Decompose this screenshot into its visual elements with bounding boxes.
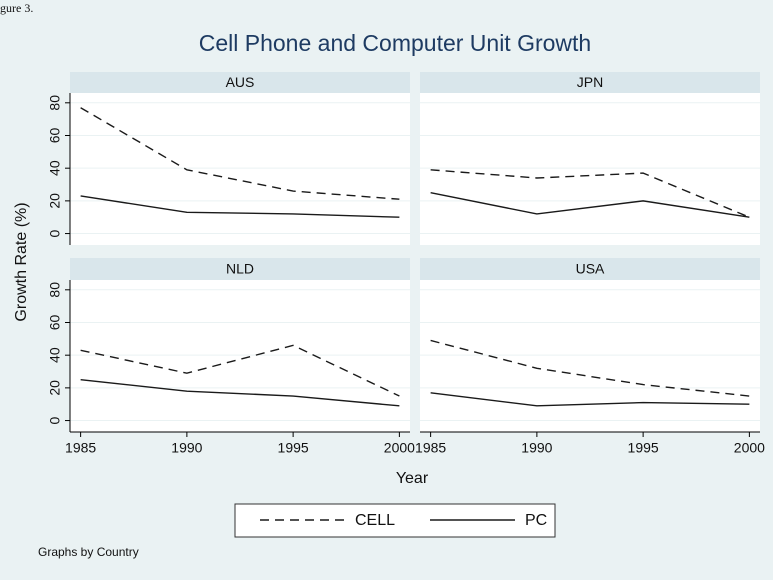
panel-title: JPN — [577, 74, 603, 90]
panel-title: NLD — [226, 261, 254, 277]
strip — [70, 258, 410, 280]
y-tick-label: 80 — [47, 95, 63, 111]
plot-area — [420, 280, 760, 432]
strip — [70, 72, 410, 93]
caption: gure 3. — [0, 1, 33, 15]
note: Graphs by Country — [38, 545, 139, 559]
panel-title: AUS — [226, 74, 255, 90]
y-tick-label: 60 — [47, 314, 63, 330]
x-tick-label: 1985 — [65, 440, 96, 456]
y-tick-label: 20 — [47, 193, 63, 209]
line-series — [80, 195, 400, 218]
plot-area — [420, 93, 760, 245]
y-tick-label: 40 — [47, 160, 63, 176]
x-tick-label: 2000 — [734, 440, 765, 456]
x-tick-label: 1985 — [415, 440, 446, 456]
strip — [420, 72, 760, 93]
legend-label: PC — [525, 512, 547, 529]
y-tick-label: 20 — [47, 380, 63, 396]
chart-title: Cell Phone and Computer Unit Growth — [199, 30, 591, 56]
x-tick-label: 1995 — [278, 440, 309, 456]
line-series — [80, 344, 400, 397]
x-tick-label: 2000 — [384, 440, 415, 456]
x-tick-label: 1990 — [521, 440, 552, 456]
x-tick-label: 1995 — [628, 440, 659, 456]
line-series — [430, 169, 750, 218]
line-series — [80, 107, 400, 200]
y-tick-label: 0 — [47, 229, 63, 237]
line-series — [430, 339, 750, 397]
y-tick-label: 80 — [47, 282, 63, 298]
y-tick-label: 40 — [47, 347, 63, 363]
line-series — [80, 379, 400, 407]
plot-area — [70, 280, 410, 432]
line-series — [430, 392, 750, 407]
y-axis-title: Growth Rate (%) — [13, 202, 30, 321]
plot-area — [70, 93, 410, 245]
line-series — [430, 192, 750, 218]
panel-title: USA — [576, 261, 605, 277]
strip — [420, 258, 760, 280]
x-axis-title: Year — [396, 470, 429, 487]
y-tick-label: 60 — [47, 127, 63, 143]
x-tick-label: 1990 — [171, 440, 202, 456]
legend-label: CELL — [355, 512, 395, 529]
y-tick-label: 0 — [47, 416, 63, 424]
